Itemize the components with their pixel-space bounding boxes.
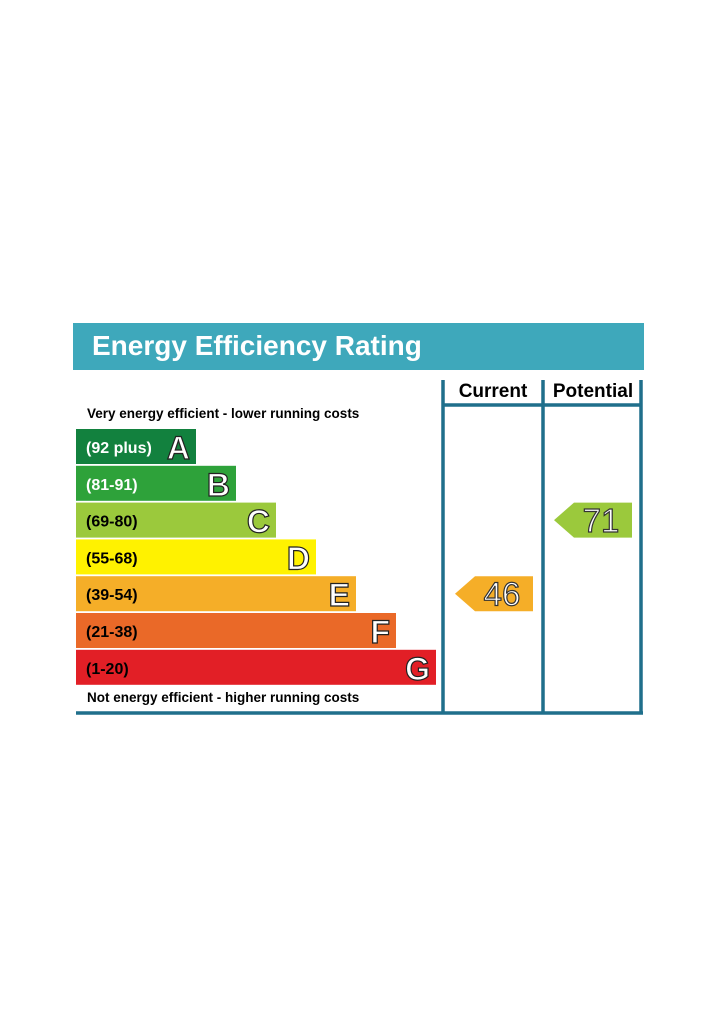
band-letter-c: C xyxy=(247,504,270,540)
band-letter-b: B xyxy=(207,467,230,503)
band-a: (92 plus) A xyxy=(76,429,196,467)
bottom-note: Not energy efficient - higher running co… xyxy=(87,690,359,705)
band-e: (39-54) E xyxy=(76,576,356,614)
column-header-current: Current xyxy=(459,381,528,402)
current-rating-arrow: 46 xyxy=(455,575,533,613)
current-rating-arrow-shape xyxy=(455,576,533,612)
band-range-a: (92 plus) xyxy=(86,440,152,457)
band-range-b: (81-91) xyxy=(86,477,138,494)
band-g: (1-20) G xyxy=(76,649,436,687)
band-bar-f xyxy=(76,613,396,648)
potential-rating-arrow-shape xyxy=(554,502,632,538)
band-range-d: (55-68) xyxy=(86,550,138,567)
band-bar-c xyxy=(76,502,276,538)
potential-rating-arrow: 71 xyxy=(554,501,632,540)
score-arrows: 46 71 xyxy=(455,501,632,613)
band-bar-g xyxy=(76,649,436,685)
column-header-potential: Potential xyxy=(553,381,633,402)
title-bar xyxy=(73,323,644,370)
band-c: (69-80) C xyxy=(76,502,276,540)
chart-title: Energy Efficiency Rating xyxy=(92,330,422,361)
band-b: (81-91) B xyxy=(76,465,236,503)
band-range-e: (39-54) xyxy=(86,587,138,604)
band-letter-a: A xyxy=(167,430,190,466)
chart-frame xyxy=(76,380,643,715)
top-note: Very energy efficient - lower running co… xyxy=(87,406,359,421)
band-f: (21-38) F xyxy=(76,613,396,651)
band-range-c: (69-80) xyxy=(86,514,138,531)
potential-rating-arrow-value: 71 xyxy=(583,502,620,539)
current-rating-arrow-value: 46 xyxy=(484,576,521,613)
rating-bands: (92 plus) A(81-91) B(69-80) C(55-68) D(39-54… xyxy=(76,429,436,687)
band-letter-e: E xyxy=(329,577,350,613)
band-letter-d: D xyxy=(287,540,310,576)
band-bar-e xyxy=(76,576,356,612)
band-range-f: (21-38) xyxy=(86,624,138,641)
band-bar-a xyxy=(76,429,196,464)
band-letter-g: G xyxy=(405,651,430,687)
band-bar-d xyxy=(76,539,316,575)
band-bar-b xyxy=(76,465,236,501)
band-letter-f: F xyxy=(370,614,390,650)
band-range-g: (1-20) xyxy=(86,661,129,678)
band-d: (55-68) D xyxy=(76,539,316,577)
